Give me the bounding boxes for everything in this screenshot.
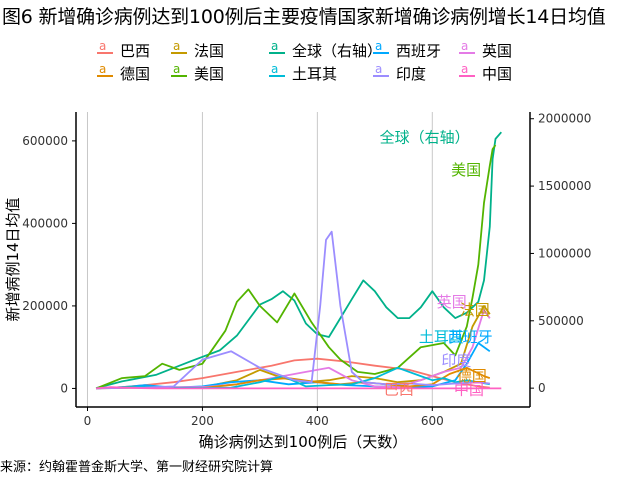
legend-label: 美国 [194,65,225,83]
legend-key: a [170,63,188,81]
y-tick-label-left: 600000 [22,134,68,148]
y-axis-title: 新增病例14日均值 [4,197,22,321]
series-line [96,357,490,390]
y-tick-label-left: 400000 [22,216,68,230]
chart-title: 图6 新增确诊病例达到100例后主要疫情国家新增确诊病例增长14日均值 [2,6,606,28]
y-tick-label-left: 200000 [22,299,68,313]
legend-label: 法国 [194,42,225,60]
legend-label: 德国 [120,65,151,83]
y-tick-label-right: 0 [538,381,546,395]
series-label: 法国 [460,301,490,319]
series-label: 巴西 [384,380,414,398]
source-note: 来源：约翰霍普金斯大学、第一财经研究院计算 [0,460,274,475]
x-tick-label: 0 [84,414,92,428]
legend-label: 土耳其 [292,65,338,83]
series-label: 中国 [454,380,484,398]
legend-item: a 西班牙 [372,40,441,61]
legend-label: 巴西 [120,42,151,60]
series-label: 全球（右轴） [380,129,470,147]
legend-item: a 英国 [458,40,512,61]
y-tick-label-right: 2000000 [538,112,591,126]
series-label: 美国 [451,161,481,179]
legend-item: a 印度 [372,63,426,84]
series-line [95,131,502,389]
legend-label: 中国 [482,65,513,83]
legend-label: 英国 [482,42,513,60]
series-line [96,342,491,390]
series-line [96,309,491,390]
x-axis-title: 确诊病例达到100例后（天数） [199,433,408,451]
y-tick-label-right: 1000000 [538,246,591,260]
legend-label: 西班牙 [396,42,442,60]
series-label: 德国 [457,367,487,385]
legend-key: a [268,40,286,58]
legend-item: a 法国 [170,40,224,61]
legend-key: a [268,63,286,81]
series-label: 印度 [441,351,471,369]
legend-item: a 德国 [96,63,150,84]
legend-key: a [372,63,390,81]
legend-key: a [96,63,114,81]
y-tick-label-left: 0 [60,381,68,395]
legend-key: a [458,40,476,58]
legend-key: a [170,40,188,58]
legend-key: a [96,40,114,58]
series-label: 英国 [437,293,467,311]
x-tick-label: 200 [191,414,214,428]
legend-item: a 巴西 [96,40,150,61]
series-line [95,144,497,390]
legend-item: a 土耳其 [268,63,337,84]
legend-item: a 全球（右轴） [268,40,382,61]
legend-label: 全球（右轴） [292,42,383,60]
legend-key: a [372,40,390,58]
x-tick-label: 400 [306,414,329,428]
series-label: 西班牙 [448,328,493,346]
y-tick-label-right: 500000 [538,314,584,328]
series-line [96,386,502,390]
legend-key: a [458,63,476,81]
legend-item: a 美国 [170,63,224,84]
chart-legend: a 巴西 a 法国 a 全球（右轴） a 西班牙 a 英国 a 德国 a 美国 a 土耳其 a 印度 a 中国 [96,40,536,84]
legend-label: 印度 [396,65,427,83]
legend-item: a 中国 [458,63,512,84]
y-tick-label-right: 1500000 [538,179,591,193]
series-line [96,230,490,390]
series-label: 土耳其 [419,328,464,346]
x-tick-label: 600 [421,414,444,428]
